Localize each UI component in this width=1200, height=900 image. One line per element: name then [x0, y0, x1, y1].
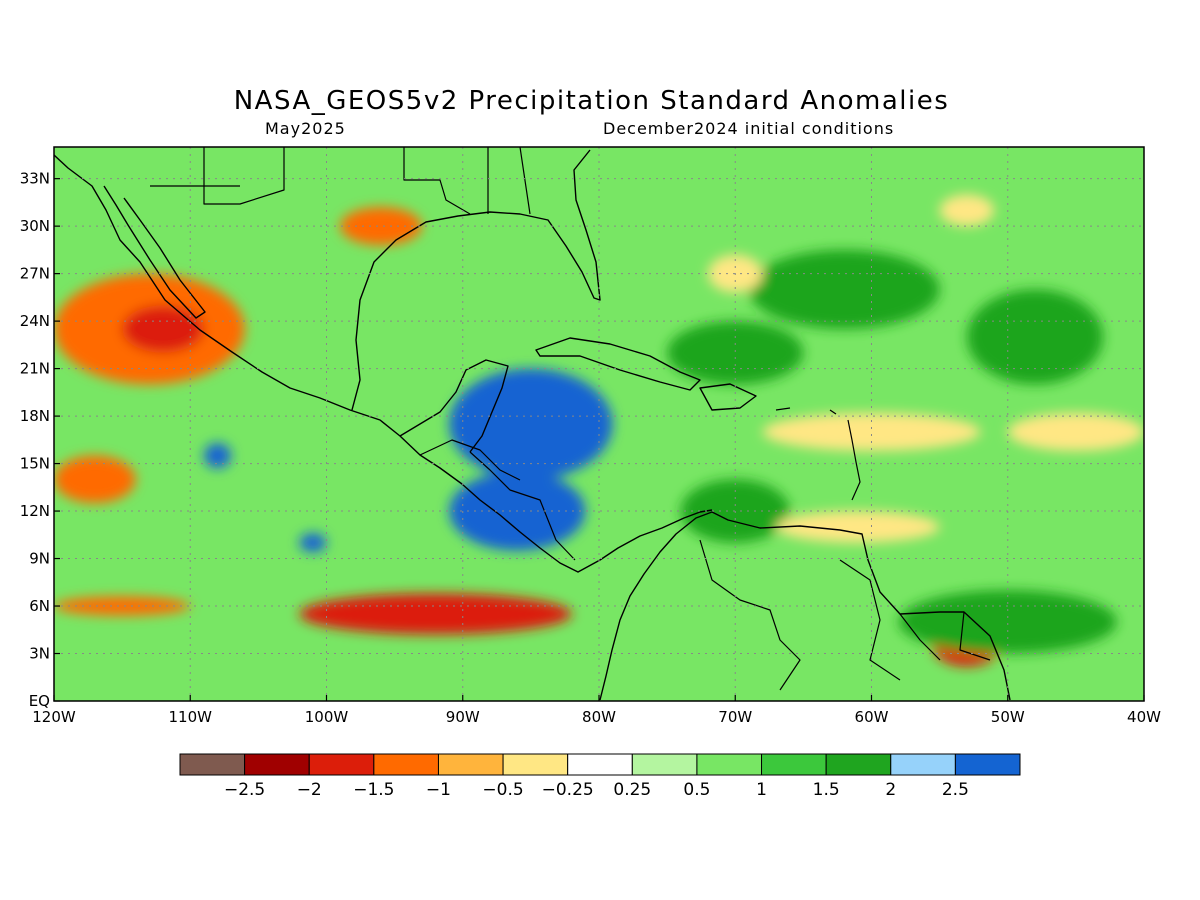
colorbar-label: −1.5	[353, 780, 394, 800]
map-plot-area	[54, 147, 1144, 701]
hispaniola-coastline	[699, 383, 757, 411]
colorbar-swatch	[825, 753, 892, 776]
baja-california-coastline	[103, 185, 206, 319]
anomaly-region	[54, 455, 136, 504]
colorbar-label: 2.5	[942, 780, 969, 800]
lon-tick-label: 90W	[446, 708, 480, 726]
init-conditions-label: December2024 initial conditions	[603, 119, 895, 138]
lon-tick-label: 40W	[1127, 708, 1161, 726]
colorbar-swatch	[373, 753, 439, 776]
yucatan-coastline	[399, 359, 509, 453]
anomaly-region	[966, 289, 1104, 385]
anomaly-region	[748, 249, 940, 330]
colorbar: −2.5 −2 −1.5 −1 −0.5 −0.25 0.25 0.5 1 1.5 2 2.5	[179, 753, 1021, 800]
lat-tick-label: EQ	[29, 692, 50, 710]
lon-tick-label: 120W	[32, 708, 76, 726]
lon-tick-label: 60W	[855, 708, 889, 726]
colorbar-label: 0.5	[683, 780, 710, 800]
gulf-coast	[351, 149, 601, 411]
anomaly-region	[1007, 412, 1144, 451]
valid-month-label: May2025	[265, 119, 346, 138]
lat-tick-label: 27N	[20, 265, 50, 283]
lat-tick-label: 33N	[20, 170, 50, 188]
colorbar-swatch	[890, 753, 956, 776]
lat-tick-label: 6N	[29, 597, 50, 615]
anomaly-region	[340, 207, 422, 246]
central-america-borders	[419, 439, 576, 561]
anomaly-region	[299, 593, 572, 635]
graticule-grid	[54, 147, 1144, 701]
colorbar-swatch	[244, 753, 310, 776]
colorbar-label: 0.25	[613, 780, 651, 800]
colorbar-label: 1.5	[813, 780, 840, 800]
anomaly-region	[122, 305, 204, 353]
colorbar-swatch	[954, 753, 1021, 776]
lat-tick-label: 21N	[20, 360, 50, 378]
lon-tick-label: 80W	[582, 708, 616, 726]
colorbar-label: 1	[756, 780, 767, 800]
lat-tick-label: 15N	[20, 455, 50, 473]
lat-tick-label: 18N	[20, 407, 50, 425]
longitude-ticks: 120W 110W 100W 90W 80W 70W 60W 50W 40W	[32, 695, 1161, 726]
south-america-coastline	[599, 511, 1011, 701]
map-title: NASA_GEOS5v2 Precipitation Standard Anom…	[233, 86, 950, 116]
lat-tick-label: 9N	[29, 550, 50, 568]
anomaly-region	[939, 194, 995, 227]
anomaly-region	[203, 442, 232, 469]
lat-tick-label: 3N	[29, 645, 50, 663]
lat-tick-label: 12N	[20, 502, 50, 520]
colorbar-label: −2	[297, 780, 322, 800]
latitude-ticks: 33N 30N 27N 24N 21N 18N 15N 12N 9N 6N 3N EQ	[20, 170, 60, 710]
country-borders-south-america	[699, 539, 991, 691]
anomaly-region	[762, 412, 981, 451]
anomaly-region	[299, 533, 327, 553]
lat-tick-label: 24N	[20, 312, 50, 330]
colorbar-swatch	[437, 753, 504, 776]
lon-tick-label: 100W	[305, 708, 349, 726]
colorbar-swatch	[631, 753, 698, 776]
colorbar-label: −0.5	[482, 780, 523, 800]
colorbar-label: −0.25	[542, 780, 594, 800]
anomaly-region	[776, 511, 940, 543]
lesser-antilles	[775, 407, 861, 501]
colorbar-swatch	[696, 753, 763, 776]
us-state-borders	[150, 147, 531, 215]
lon-tick-label: 70W	[718, 708, 752, 726]
colorbar-label: −2.5	[224, 780, 265, 800]
colorbar-swatch	[502, 753, 569, 776]
coastlines-and-borders	[54, 147, 1011, 701]
colorbar-label: −1	[426, 780, 451, 800]
colorbar-swatch	[308, 753, 375, 776]
lon-tick-label: 50W	[991, 708, 1025, 726]
anomaly-region	[449, 368, 613, 480]
colorbar-label: 2	[885, 780, 896, 800]
lat-tick-label: 30N	[20, 217, 50, 235]
colorbar-swatch	[761, 753, 827, 776]
colorbar-swatch	[567, 753, 633, 776]
cuba-coastline	[535, 337, 701, 391]
anomaly-region	[54, 596, 191, 616]
lon-tick-label: 110W	[169, 708, 213, 726]
colorbar-swatch	[179, 753, 246, 776]
